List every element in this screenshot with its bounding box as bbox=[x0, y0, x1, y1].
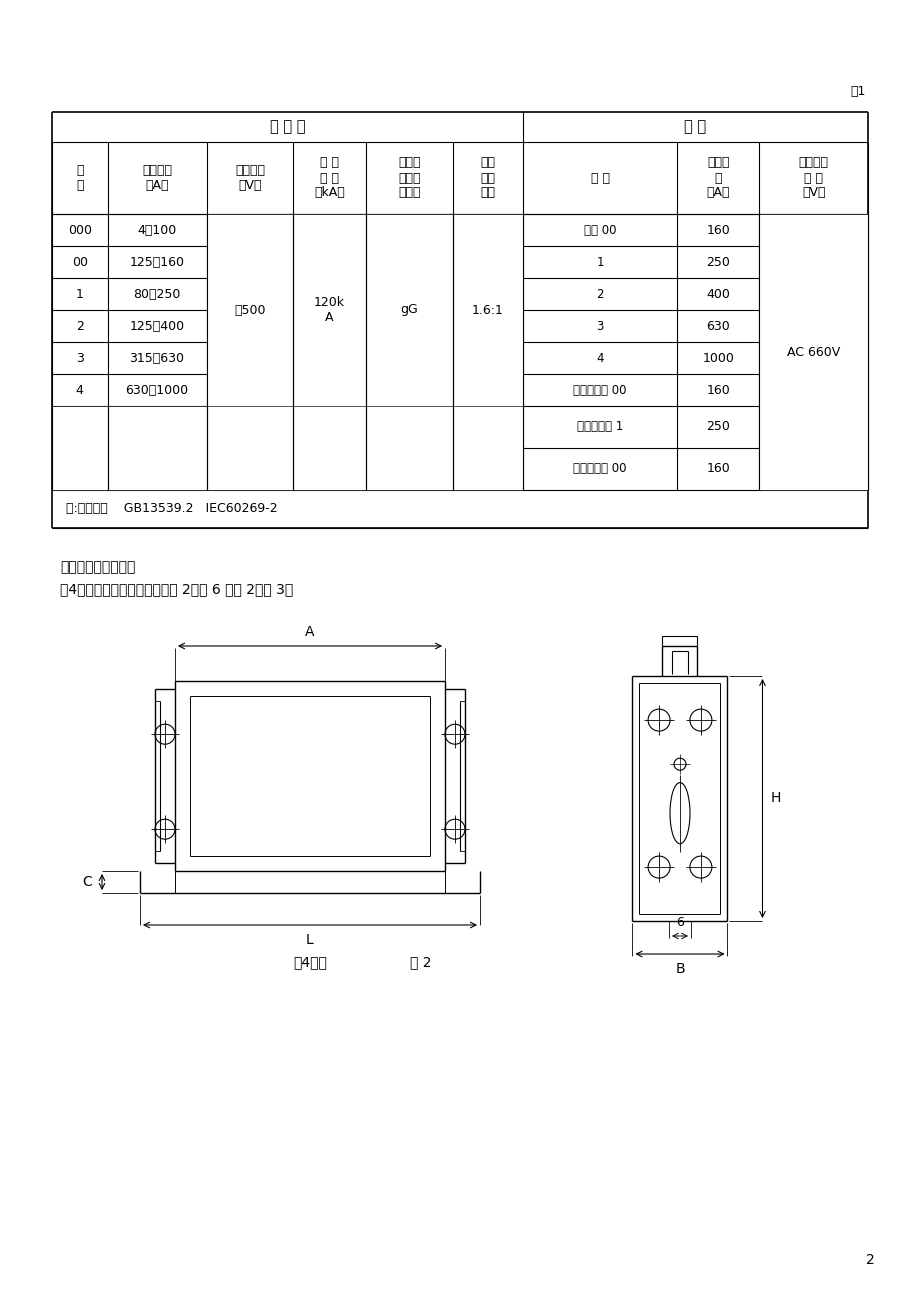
Bar bbox=[108, 407, 206, 489]
Text: L: L bbox=[306, 933, 313, 946]
Text: 630～1000: 630～1000 bbox=[125, 384, 188, 396]
Text: 1: 1 bbox=[596, 256, 603, 269]
Text: 分断范
围与使
用类别: 分断范 围与使 用类别 bbox=[398, 156, 420, 199]
Text: 160: 160 bbox=[706, 463, 730, 476]
Text: 表1: 表1 bbox=[850, 84, 865, 98]
Text: 注:符合标准    GB13539.2   IEC60269-2: 注:符合标准 GB13539.2 IEC60269-2 bbox=[66, 503, 278, 516]
Text: 120k
A: 120k A bbox=[313, 296, 345, 324]
Text: 额定电流
（A）: 额定电流 （A） bbox=[142, 164, 172, 192]
Text: 过电
流选
择比: 过电 流选 择比 bbox=[480, 156, 494, 199]
Bar bbox=[294, 214, 365, 406]
Text: 4～100: 4～100 bbox=[137, 224, 176, 237]
Text: A: A bbox=[305, 625, 314, 640]
Text: 1.6:1: 1.6:1 bbox=[471, 303, 504, 316]
Bar bbox=[207, 214, 292, 406]
Text: 00: 00 bbox=[72, 256, 87, 269]
Text: 400: 400 bbox=[706, 287, 730, 300]
Text: 3: 3 bbox=[596, 320, 603, 333]
Text: 2: 2 bbox=[75, 320, 84, 333]
Text: 000: 000 bbox=[68, 224, 92, 237]
Text: 125、160: 125、160 bbox=[130, 256, 185, 269]
Text: 250: 250 bbox=[706, 420, 730, 433]
Text: 底 座: 底 座 bbox=[684, 120, 706, 134]
Text: 额定电压
（V）: 额定电压 （V） bbox=[234, 164, 265, 192]
Text: 单极 00: 单极 00 bbox=[584, 224, 616, 237]
Text: 250: 250 bbox=[706, 256, 730, 269]
Text: 6: 6 bbox=[675, 916, 683, 930]
Bar bbox=[366, 407, 451, 489]
Text: 尺
码: 尺 码 bbox=[76, 164, 84, 192]
Text: 160: 160 bbox=[706, 384, 730, 396]
Text: 4: 4 bbox=[75, 384, 84, 396]
Text: 额定电
流
（A）: 额定电 流 （A） bbox=[706, 156, 730, 199]
Text: 三极并列式 1: 三极并列式 1 bbox=[576, 420, 622, 433]
Bar bbox=[207, 407, 292, 489]
Text: 3: 3 bbox=[75, 351, 84, 364]
Text: 1: 1 bbox=[75, 287, 84, 300]
Text: 1000: 1000 bbox=[701, 351, 733, 364]
Text: 630: 630 bbox=[706, 320, 730, 333]
Text: 4: 4 bbox=[596, 351, 603, 364]
Text: C: C bbox=[82, 875, 92, 889]
Text: 160: 160 bbox=[706, 224, 730, 237]
Text: 图 2: 图 2 bbox=[410, 956, 432, 968]
Text: 80～250: 80～250 bbox=[133, 287, 180, 300]
Text: 五、外形及安装尺寸: 五、外形及安装尺寸 bbox=[60, 560, 135, 575]
Text: 2: 2 bbox=[865, 1253, 873, 1268]
Text: 2: 2 bbox=[596, 287, 603, 300]
Text: 煙4断器的外形及安装尺寸见图 2～图 6 及表 2、表 3。: 煙4断器的外形及安装尺寸见图 2～图 6 及表 2、表 3。 bbox=[60, 582, 293, 595]
Text: 三极并列式 00: 三极并列式 00 bbox=[573, 384, 626, 396]
Text: 315～630: 315～630 bbox=[130, 351, 185, 364]
Text: 煙4断体: 煙4断体 bbox=[293, 956, 326, 968]
Text: H: H bbox=[770, 792, 780, 806]
Text: 尺 码: 尺 码 bbox=[590, 172, 609, 185]
Bar bbox=[453, 407, 522, 489]
Bar bbox=[453, 214, 522, 406]
Text: ～500: ～500 bbox=[234, 303, 266, 316]
Text: 125～400: 125～400 bbox=[130, 320, 185, 333]
Text: B: B bbox=[675, 962, 684, 976]
Bar bbox=[52, 407, 107, 489]
Text: 熔 断 体: 熔 断 体 bbox=[269, 120, 305, 134]
Text: gG: gG bbox=[400, 303, 418, 316]
Text: 分 断
能 力
（kA）: 分 断 能 力 （kA） bbox=[314, 156, 345, 199]
Bar bbox=[294, 407, 365, 489]
Text: AC 660V: AC 660V bbox=[786, 346, 839, 359]
Text: 三极直列式 00: 三极直列式 00 bbox=[573, 463, 626, 476]
Bar bbox=[366, 214, 451, 406]
Text: 额定绝缘
电 压
（V）: 额定绝缘 电 压 （V） bbox=[798, 156, 828, 199]
Bar bbox=[759, 214, 867, 489]
